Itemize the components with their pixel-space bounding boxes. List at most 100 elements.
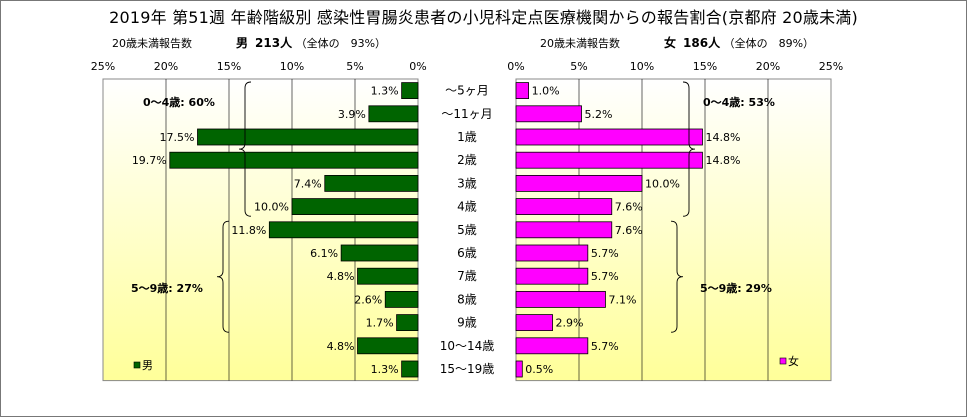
age-category-label: 7歳 <box>457 269 477 283</box>
female-bar <box>515 174 643 192</box>
female-x-tick-label: 15% <box>693 60 717 73</box>
female-bar <box>515 221 613 239</box>
female-sex-label: 女 <box>664 36 677 50</box>
male-value-label: 19.7% <box>132 154 167 167</box>
male-share-label: （全体の 93%） <box>295 37 387 50</box>
age-category-label: ～11ヶ月 <box>441 107 492 121</box>
male-value-label: 3.9% <box>338 108 366 121</box>
male-value-label: 1.3% <box>371 363 399 376</box>
female-x-tick-label: 10% <box>630 60 654 73</box>
male-bar <box>197 128 419 146</box>
female-legend-swatch <box>779 357 787 365</box>
male-bar <box>401 360 419 378</box>
male-count-label: 213人 <box>255 36 293 50</box>
female-bar <box>515 360 523 378</box>
male-value-label: 4.8% <box>327 270 355 283</box>
male-sex-label: 男 <box>236 36 249 50</box>
age-category-label: 5歳 <box>457 223 477 237</box>
male-value-label: 10.0% <box>254 201 289 214</box>
male-legend-label: 男 <box>142 359 153 372</box>
female-legend-label: 女 <box>788 354 799 368</box>
female-value-label: 14.8% <box>705 131 740 144</box>
male-value-label: 1.7% <box>366 317 394 330</box>
female-0-4-brace <box>682 81 696 217</box>
female-value-label: 14.8% <box>705 154 740 167</box>
male-bar <box>268 221 419 239</box>
female-count-label: 186人 <box>683 36 721 50</box>
male-x-tick-label: 10% <box>280 60 304 73</box>
male-bar <box>401 82 419 99</box>
male-value-label: 11.8% <box>231 224 266 237</box>
age-category-label: 6歳 <box>457 246 477 260</box>
male-value-label: 2.6% <box>354 293 382 306</box>
male-heading: 20歳未満報告数 男 213人 （全体の 93%） <box>112 34 386 51</box>
age-category-label: ～5ヶ月 <box>445 84 489 98</box>
female-x-tick-label: 0% <box>507 60 524 73</box>
male-value-label: 6.1% <box>310 247 338 260</box>
male-value-label: 7.4% <box>294 177 322 190</box>
female-value-label: 7.1% <box>608 293 636 306</box>
female-heading-prefix: 20歳未満報告数 <box>540 37 620 50</box>
age-category-label: 8歳 <box>457 292 477 306</box>
male-group-5-9-label: 5～9歳: 27% <box>131 281 203 295</box>
male-bar <box>340 244 419 262</box>
female-bar <box>515 105 582 123</box>
male-x-tick-label: 20% <box>154 60 178 73</box>
female-value-label: 5.7% <box>591 247 619 260</box>
female-bar <box>515 151 703 169</box>
female-value-label: 5.7% <box>591 340 619 353</box>
male-x-tick-label: 25% <box>91 60 115 73</box>
female-heading: 20歳未満報告数 女 186人 （全体の 89%） <box>540 34 814 51</box>
male-heading-prefix: 20歳未満報告数 <box>112 37 192 50</box>
female-bar <box>515 128 703 146</box>
female-share-label: （全体の 89%） <box>723 37 815 50</box>
female-5-9-brace <box>670 220 684 333</box>
male-bar <box>324 174 419 192</box>
age-category-label: 4歳 <box>457 200 477 214</box>
female-value-label: 0.5% <box>525 363 553 376</box>
male-value-label: 17.5% <box>160 131 195 144</box>
page-title: 2019年 第51週 年齢階級別 感染性胃腸炎患者の小児科定点医療機関からの報告… <box>109 8 858 27</box>
male-bar <box>291 198 419 216</box>
male-value-label: 4.8% <box>327 340 355 353</box>
female-group-0-4-label: 0～4歳: 53% <box>703 95 775 109</box>
male-x-tick-label: 0% <box>409 60 426 73</box>
age-category-label: 9歳 <box>457 316 477 330</box>
female-value-label: 5.2% <box>585 108 613 121</box>
female-x-tick-label: 5% <box>570 60 587 73</box>
age-category-label: 10～14歳 <box>440 339 495 353</box>
male-bar <box>368 105 419 123</box>
female-value-label: 5.7% <box>591 270 619 283</box>
male-bar <box>357 267 419 285</box>
female-bar <box>515 267 589 285</box>
male-x-tick-label: 5% <box>346 60 363 73</box>
female-bar <box>515 314 553 332</box>
female-bar <box>515 244 589 262</box>
female-group-5-9-label: 5～9歳: 29% <box>700 281 772 295</box>
male-bar <box>396 314 419 332</box>
female-bar <box>515 337 589 355</box>
male-5-9-brace <box>216 220 230 333</box>
male-bar <box>169 151 419 169</box>
male-0-4-brace <box>238 81 252 217</box>
male-value-label: 1.3% <box>371 85 399 98</box>
male-x-tick-label: 15% <box>217 60 241 73</box>
age-category-label: 1歳 <box>457 130 477 144</box>
female-value-label: 1.0% <box>532 85 560 98</box>
female-x-tick-label: 25% <box>819 60 843 73</box>
female-bar <box>515 290 606 308</box>
female-value-label: 10.0% <box>645 177 680 190</box>
male-bar <box>357 337 419 355</box>
female-bar <box>515 198 613 216</box>
male-group-0-4-label: 0～4歳: 60% <box>143 95 215 109</box>
age-category-label: 3歳 <box>457 176 477 190</box>
female-value-label: 2.9% <box>556 317 584 330</box>
female-x-tick-label: 20% <box>756 60 780 73</box>
male-bar <box>384 290 419 308</box>
female-value-label: 7.6% <box>615 224 643 237</box>
age-category-label: 15～19歳 <box>440 362 495 376</box>
male-legend-swatch <box>133 361 141 369</box>
age-category-label: 2歳 <box>457 153 477 167</box>
female-bar <box>515 82 530 99</box>
